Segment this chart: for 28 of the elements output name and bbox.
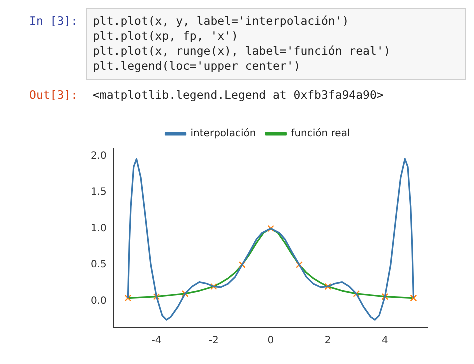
text: plt.plot(xp, fp, 'x') (93, 29, 240, 44)
y-tick-label: 2.0 (90, 150, 107, 162)
y-tick-label: 1.0 (90, 223, 107, 234)
legend-label: función real (291, 128, 350, 140)
x-tick-label: -4 (152, 336, 162, 347)
text: Out[3]: (28, 88, 79, 103)
y-tick-label: 0.0 (90, 296, 107, 307)
point (382, 293, 389, 300)
text: plt.plot(x, runge(x), label='función real') (93, 44, 392, 59)
text: In [3]: (28, 13, 79, 30)
text: plt.plot(x, y, label='interpolación') (93, 14, 350, 29)
text: plt.legend(loc='upper center') (93, 59, 302, 74)
x-tick-label: 0 (268, 336, 274, 347)
point (124, 294, 132, 302)
y-tick-label: 0.5 (90, 260, 107, 271)
legend-label: interpolación (190, 128, 256, 140)
y-tick-label: 1.5 (90, 187, 107, 198)
point (210, 283, 218, 290)
x-tick-label: 2 (324, 336, 332, 347)
point (153, 293, 160, 300)
point (268, 225, 274, 232)
point (238, 262, 246, 268)
text: <matplotlib.legend.Legend at 0xfb3fa94a90> (92, 88, 384, 103)
point (296, 262, 303, 268)
point (324, 283, 332, 290)
x-tick-label: 4 (382, 336, 388, 347)
point (410, 294, 418, 302)
x-tick-label: -2 (208, 336, 219, 347)
